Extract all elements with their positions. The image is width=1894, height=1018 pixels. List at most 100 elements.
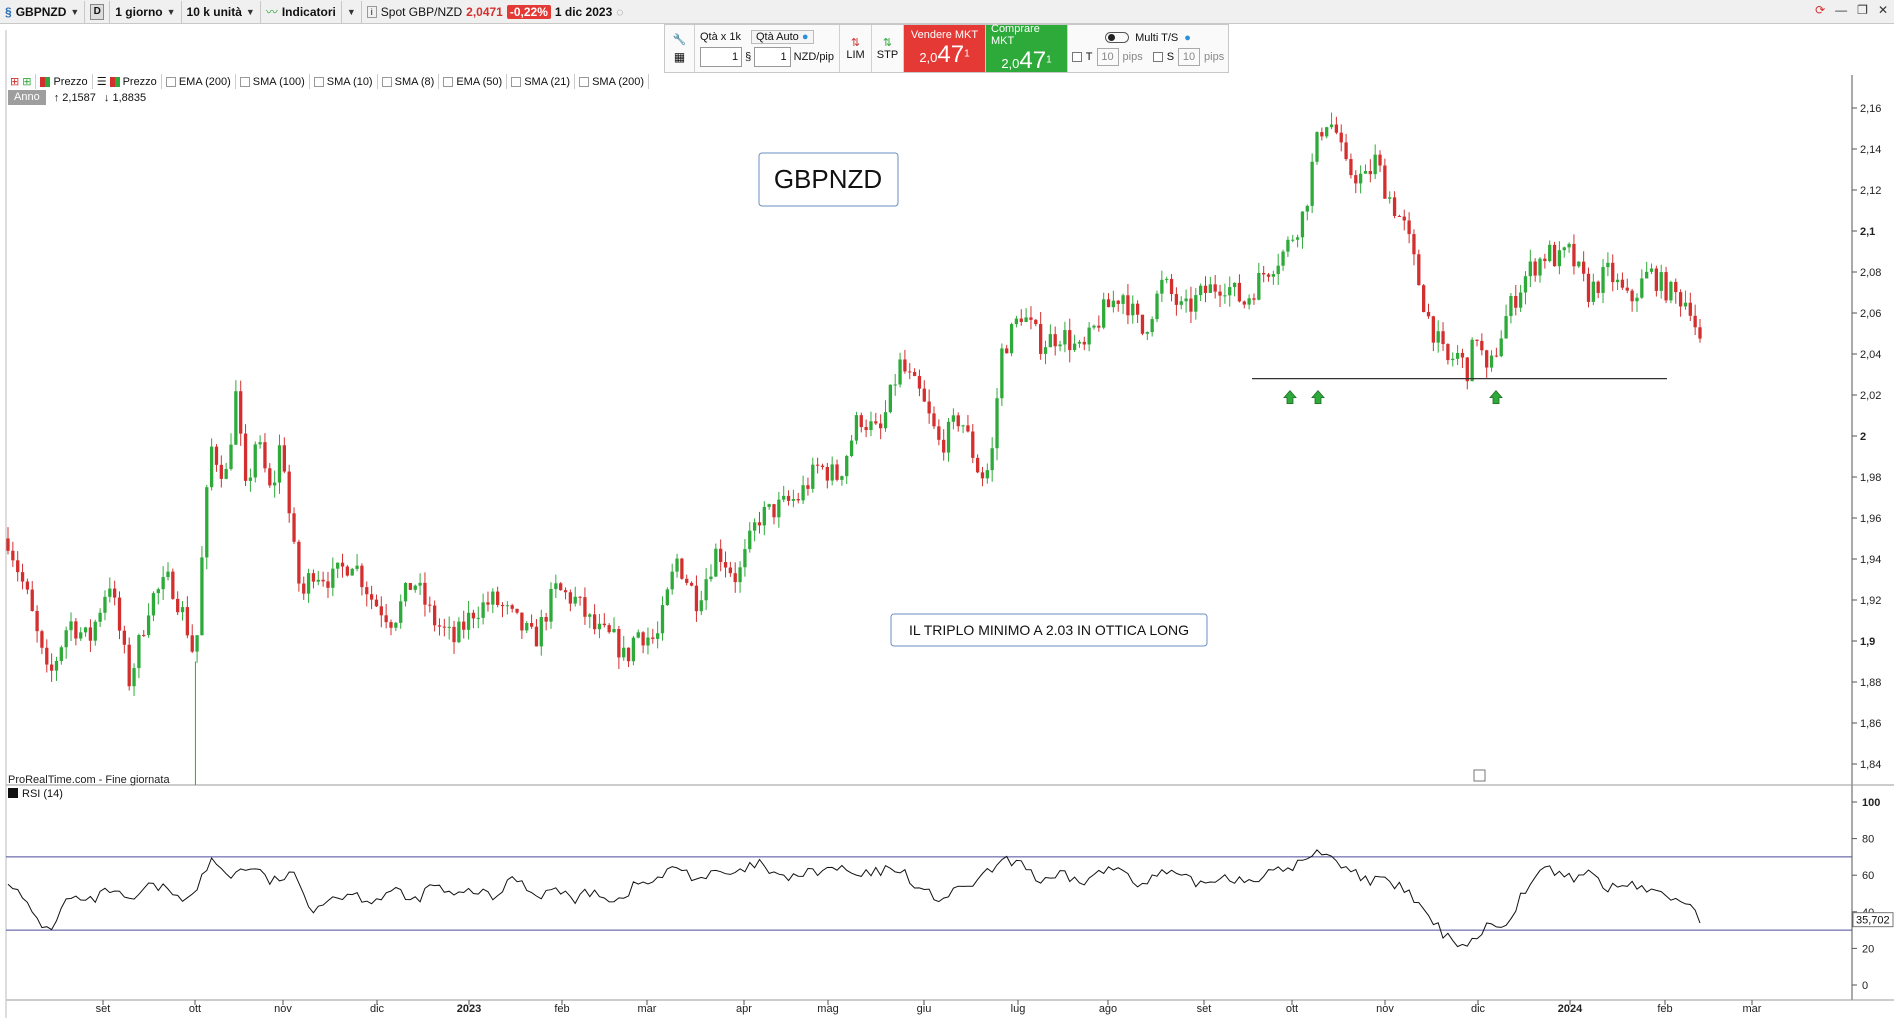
candle-body — [1276, 265, 1280, 275]
legend-item-ema200[interactable]: EMA (200) — [162, 74, 236, 89]
candle-body — [142, 635, 146, 637]
time-tick-label: set — [1197, 1003, 1212, 1015]
multi-ts-toggle[interactable] — [1105, 32, 1130, 43]
take-profit-input[interactable]: 10 — [1096, 47, 1119, 66]
period-low: ↓ 1,8835 — [103, 91, 147, 104]
legend-item-sma8[interactable]: SMA (8) — [378, 74, 440, 89]
list-icon: ☰ — [96, 76, 107, 88]
sell-market-button[interactable]: Vendere MKT 2,0471 — [904, 25, 986, 72]
keyboard-icon[interactable]: ▦ — [673, 50, 686, 64]
candle-body — [176, 598, 180, 613]
candle-body — [1538, 258, 1542, 276]
candle-body — [369, 594, 374, 600]
candle-body — [1072, 343, 1077, 351]
info-bubble-icon: ● — [1184, 31, 1191, 44]
pip-value-input[interactable]: 1 — [754, 47, 791, 67]
add-indicator-icon[interactable]: ⊞ — [10, 76, 20, 88]
limit-label: LIM — [846, 49, 865, 61]
candle-body — [719, 548, 723, 563]
limit-order-button[interactable]: ⇅ LIM — [840, 25, 872, 72]
candle-body — [306, 573, 311, 594]
minimize-icon[interactable]: — — [1835, 3, 1848, 17]
candle-body — [64, 630, 68, 648]
legend-item-ema50[interactable]: EMA (50) — [439, 74, 508, 89]
axes: 2,162,142,122,12,082,062,042,0221,981,96… — [96, 103, 1882, 1015]
candle-body — [476, 617, 480, 619]
candle-body — [728, 567, 733, 574]
candle-body — [1606, 262, 1610, 268]
candle-body — [554, 583, 558, 589]
candle-body — [1659, 272, 1663, 291]
wrench-icon[interactable]: 🔧 — [672, 34, 687, 46]
candle-body — [1184, 298, 1188, 302]
candle-body — [156, 589, 160, 594]
buy-market-button[interactable]: Comprare MKT 2,0471 — [986, 23, 1068, 74]
candle-body — [612, 629, 616, 633]
legend-item-sma200[interactable]: SMA (200) — [575, 74, 650, 89]
legend-item-price-1[interactable]: Prezzo — [36, 74, 93, 89]
indicators-dropdown[interactable]: ▼ — [342, 0, 362, 23]
candle-body — [437, 625, 442, 627]
refresh-icon[interactable]: ⟳ — [1815, 3, 1826, 17]
legend-checkbox[interactable] — [443, 76, 454, 87]
candle-body — [11, 550, 15, 561]
legend-checkbox[interactable] — [239, 76, 250, 87]
legend-item-sma21[interactable]: SMA (21) — [507, 74, 576, 89]
candle-body — [171, 571, 175, 599]
legend-item-sma100[interactable]: SMA (100) — [236, 74, 310, 89]
qty-auto-button[interactable]: Qtà Auto ● — [750, 30, 814, 44]
candle-body — [394, 622, 398, 628]
legend-checkbox[interactable] — [579, 76, 590, 87]
candle-body — [389, 622, 393, 628]
legend-item-sma10[interactable]: SMA (10) — [310, 74, 378, 89]
take-profit-checkbox[interactable] — [1071, 51, 1082, 62]
period-type-button[interactable]: D — [85, 0, 111, 23]
candle-body — [263, 442, 267, 469]
indicators-button[interactable]: 〰 Indicatori — [261, 0, 342, 23]
period-label[interactable]: Anno — [8, 90, 46, 105]
candle-body — [1533, 261, 1537, 276]
symbol-selector[interactable]: § GBPNZD ▼ — [0, 0, 86, 23]
candle-body — [224, 469, 228, 479]
candle-body — [971, 431, 975, 458]
candle-body — [1155, 293, 1159, 320]
stop-loss-checkbox[interactable] — [1152, 51, 1163, 62]
candle-body — [1160, 279, 1164, 294]
timeframe-selector[interactable]: 1 giorno ▼ — [110, 0, 182, 23]
candle-body — [418, 582, 422, 586]
candle-body — [428, 604, 432, 606]
candle-body — [374, 599, 379, 607]
link-icon[interactable]: § — [745, 51, 752, 63]
candle-body — [1092, 325, 1096, 328]
legend-checkbox[interactable] — [381, 76, 392, 87]
quantity-input[interactable]: 1 — [700, 47, 743, 67]
candle-body — [1271, 274, 1276, 277]
candle-body — [1363, 170, 1368, 174]
units-selector[interactable]: 10 k unità ▼ — [182, 0, 261, 23]
time-tick-label: mag — [817, 1003, 838, 1015]
close-icon[interactable]: ✕ — [1877, 3, 1888, 17]
restore-icon[interactable]: ❐ — [1857, 3, 1868, 17]
up-arrow-icon — [1311, 389, 1325, 405]
candle-body — [777, 499, 781, 518]
legend-checkbox[interactable] — [165, 76, 176, 87]
candle-body — [297, 541, 301, 584]
candle-body — [786, 495, 791, 501]
stop-loss-input[interactable]: 10 — [1178, 47, 1201, 66]
stop-order-button[interactable]: ⇅ STP — [872, 25, 904, 72]
candle-body — [336, 562, 340, 569]
candle-body — [243, 433, 248, 481]
candle-body — [1295, 237, 1300, 240]
candle-body — [820, 465, 825, 467]
info-icon[interactable]: i — [366, 5, 377, 18]
chevron-down-icon: ▼ — [70, 6, 80, 17]
candle-body — [1649, 268, 1654, 272]
info-bubble-icon: ● — [801, 31, 809, 43]
legend-checkbox[interactable] — [511, 76, 522, 87]
legend-item-price-2[interactable]: ☰ Prezzo — [93, 74, 162, 89]
time-tick-label: set — [96, 1003, 111, 1015]
chart-settings-icon[interactable]: ⊞ — [22, 76, 32, 88]
legend-checkbox[interactable] — [313, 76, 324, 87]
candle-body — [1169, 278, 1174, 295]
